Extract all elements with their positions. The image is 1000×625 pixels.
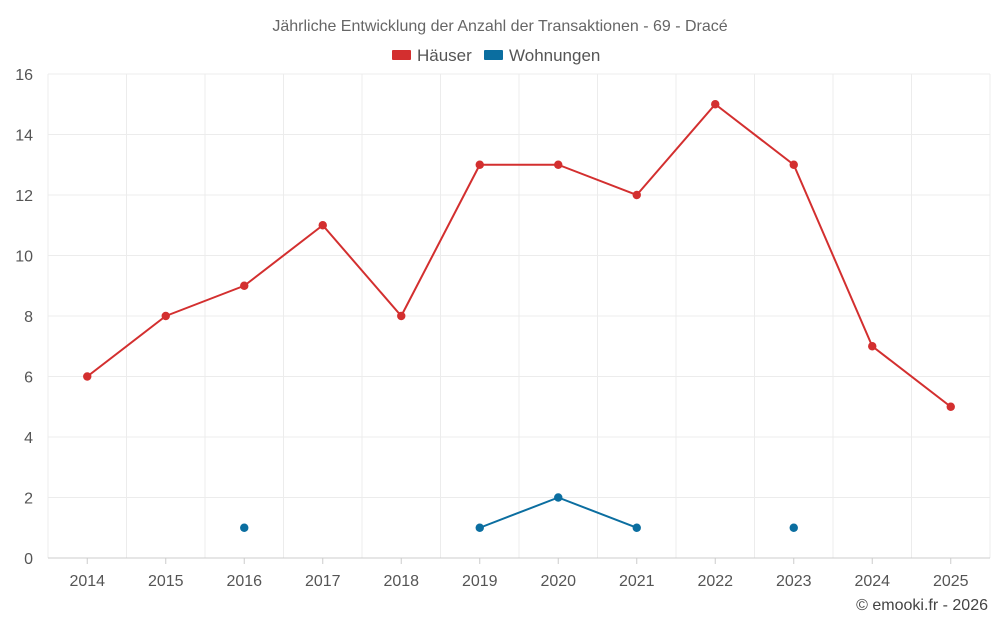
y-tick-label: 6 — [24, 370, 33, 387]
x-tick-label: 2018 — [383, 573, 419, 590]
x-tick-label: 2015 — [148, 573, 184, 590]
x-tick-label: 2023 — [776, 573, 812, 590]
data-point-haeuser[interactable] — [83, 372, 92, 381]
legend-item-wohnungen[interactable]: Wohnungen — [484, 46, 600, 65]
data-point-haeuser[interactable] — [554, 160, 563, 169]
data-point-wohnungen[interactable] — [554, 493, 563, 502]
series — [83, 100, 955, 532]
y-tick-label: 10 — [15, 249, 33, 266]
x-tick-label: 2014 — [69, 573, 105, 590]
x-tick-label: 2016 — [226, 573, 262, 590]
data-point-wohnungen[interactable] — [789, 523, 798, 532]
data-point-haeuser[interactable] — [789, 160, 798, 169]
x-tick-label: 2021 — [619, 573, 655, 590]
series-haeuser — [83, 100, 955, 411]
y-tick-label: 4 — [24, 430, 33, 447]
y-tick-label: 16 — [15, 67, 33, 84]
data-point-haeuser[interactable] — [397, 311, 406, 321]
legend-label-wohnungen: Wohnungen — [509, 46, 600, 65]
data-point-wohnungen[interactable] — [240, 523, 249, 532]
data-point-haeuser[interactable] — [868, 342, 877, 351]
y-tick-label: 12 — [15, 188, 33, 205]
x-tick-label: 2022 — [697, 573, 733, 590]
y-tick-label: 8 — [24, 309, 33, 326]
y-tick-label: 0 — [24, 551, 33, 568]
legend-label-haeuser: Häuser — [417, 46, 472, 65]
data-point-haeuser[interactable] — [475, 160, 484, 169]
y-tick-label: 14 — [15, 128, 33, 145]
data-point-haeuser[interactable] — [946, 402, 955, 411]
data-point-haeuser[interactable] — [240, 281, 249, 290]
x-tick-label: 2019 — [462, 573, 498, 590]
legend-swatch-haeuser — [392, 50, 411, 60]
data-point-wohnungen[interactable] — [632, 523, 641, 532]
chart-title: Jährliche Entwicklung der Anzahl der Tra… — [272, 18, 727, 35]
legend-item-haeuser[interactable]: Häuser — [392, 46, 472, 65]
x-tick-label: 2025 — [933, 573, 969, 590]
y-tick-label: 2 — [24, 491, 33, 508]
x-tick-label: 2024 — [854, 573, 890, 590]
data-point-haeuser[interactable] — [711, 100, 720, 109]
credit-text: © emooki.fr - 2026 — [856, 597, 988, 614]
series-line-wohnungen — [479, 496, 638, 529]
x-tick-label: 2017 — [305, 573, 341, 590]
legend: Häuser Wohnungen — [392, 46, 600, 65]
data-point-wohnungen[interactable] — [475, 523, 484, 532]
series-wohnungen — [240, 493, 798, 532]
legend-swatch-wohnungen — [484, 50, 503, 60]
data-point-haeuser[interactable] — [318, 221, 327, 230]
series-line-haeuser — [86, 103, 952, 408]
x-tick-label: 2020 — [540, 573, 576, 590]
grid — [47, 73, 991, 558]
data-point-haeuser[interactable] — [161, 311, 170, 321]
axes: 0 2 4 6 8 10 12 14 16 2014 2015 2016 2017 2018 2019 202… — [15, 67, 990, 590]
data-point-haeuser[interactable] — [632, 190, 641, 200]
